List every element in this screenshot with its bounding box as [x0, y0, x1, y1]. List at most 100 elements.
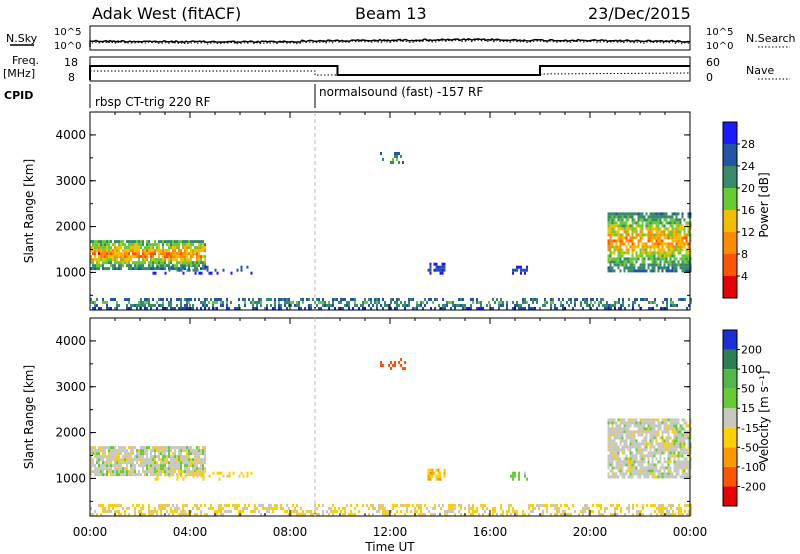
- range-gate-cell: [170, 258, 172, 262]
- range-gate-cell: [669, 251, 672, 255]
- range-gate-cell: [627, 427, 630, 431]
- range-gate-cell: [683, 475, 686, 479]
- range-gate-cell: [188, 243, 190, 247]
- range-gate-cell: [671, 215, 674, 219]
- range-gate-cell: [656, 513, 658, 516]
- range-gate-cell: [476, 301, 478, 304]
- range-gate-cell: [192, 458, 194, 462]
- range-gate-cell: [102, 246, 104, 250]
- range-gate-cell: [144, 258, 146, 262]
- range-gate-cell: [674, 304, 676, 307]
- range-gate-cell: [560, 301, 562, 304]
- range-gate-cell: [152, 449, 154, 453]
- range-gate-cell: [681, 257, 684, 261]
- range-gate-cell: [613, 248, 616, 252]
- range-gate-cell: [100, 458, 102, 462]
- range-gate-cell: [673, 445, 676, 449]
- range-gate-cell: [168, 252, 170, 256]
- range-gate-cell: [380, 361, 382, 364]
- range-gate-cell: [635, 442, 638, 446]
- range-gate-cell: [176, 298, 178, 301]
- range-gate-cell: [653, 233, 656, 237]
- range-gate-cell: [100, 243, 102, 247]
- range-gate-cell: [370, 307, 372, 310]
- range-gate-cell: [330, 304, 332, 307]
- range-gate-cell: [649, 236, 652, 240]
- range-gate-cell: [110, 298, 112, 301]
- range-gate-cell: [164, 458, 166, 462]
- range-gate-cell: [186, 240, 188, 244]
- colorbar-swatch: [723, 330, 737, 350]
- range-gate-cell: [659, 457, 662, 461]
- range-gate-cell: [615, 430, 618, 434]
- range-gate-cell: [114, 264, 116, 268]
- range-gate-cell: [328, 513, 330, 516]
- range-gate-cell: [102, 255, 104, 259]
- range-gate-cell: [160, 267, 162, 271]
- range-gate-cell: [100, 258, 102, 262]
- range-gate-cell: [132, 504, 134, 507]
- range-gate-cell: [673, 230, 676, 234]
- range-gate-cell: [110, 307, 112, 310]
- range-gate-cell: [132, 246, 134, 250]
- range-gate-cell: [673, 427, 676, 431]
- range-gate-cell: [617, 224, 620, 228]
- range-gate-cell: [662, 507, 664, 510]
- range-gate-cell: [188, 471, 191, 475]
- range-gate-cell: [174, 507, 176, 510]
- range-gate-cell: [182, 240, 184, 244]
- range-gate-cell: [204, 258, 206, 262]
- range-gate-cell: [166, 449, 168, 453]
- range-gate-cell: [651, 227, 654, 231]
- range-gate-cell: [158, 246, 160, 250]
- range-gate-cell: [621, 248, 624, 252]
- range-gate-cell: [114, 455, 116, 459]
- range-gate-cell: [124, 258, 126, 262]
- range-gate-cell: [180, 510, 182, 513]
- range-gate-cell: [657, 263, 660, 267]
- range-gate-cell: [657, 475, 660, 479]
- range-gate-cell: [641, 442, 644, 446]
- range-gate-cell: [610, 513, 612, 516]
- range-gate-cell: [170, 246, 172, 250]
- range-gate-cell: [613, 263, 616, 267]
- range-gate-cell: [625, 463, 628, 467]
- range-gate-cell: [126, 452, 128, 456]
- range-gate-cell: [629, 448, 632, 452]
- range-gate-cell: [176, 467, 178, 471]
- range-gate-cell: [687, 221, 690, 225]
- range-gate-cell: [222, 304, 224, 307]
- range-gate-cell: [675, 221, 678, 225]
- range-gate-cell: [364, 301, 366, 304]
- range-gate-cell: [478, 513, 480, 516]
- range-gate-cell: [122, 243, 124, 247]
- range-gate-cell: [160, 510, 162, 513]
- range-gate-cell: [655, 418, 658, 422]
- range-gate-cell: [156, 513, 158, 516]
- range-gate-cell: [596, 298, 598, 301]
- range-gate-cell: [617, 463, 620, 467]
- range-gate-cell: [298, 513, 300, 516]
- range-gate-cell: [616, 504, 618, 507]
- range-gate-cell: [152, 246, 154, 250]
- range-gate-cell: [661, 439, 664, 443]
- xtick-label: 20:00: [573, 525, 608, 539]
- range-gate-cell: [524, 307, 526, 310]
- range-gate-cell: [268, 298, 270, 301]
- range-gate-cell: [623, 266, 626, 270]
- range-gate-cell: [280, 304, 282, 307]
- range-gate-cell: [430, 307, 432, 310]
- range-gate-cell: [500, 298, 502, 301]
- range-gate-cell: [474, 510, 476, 513]
- colorbar-tick-label: -200: [741, 480, 766, 493]
- range-gate-cell: [657, 472, 660, 476]
- range-gate-cell: [683, 436, 686, 440]
- range-gate-cell: [380, 304, 382, 307]
- range-gate-cell: [154, 452, 156, 456]
- range-gate-cell: [635, 430, 638, 434]
- range-gate-cell: [350, 513, 352, 516]
- range-gate-cell: [639, 248, 642, 252]
- range-gate-cell: [394, 301, 396, 304]
- range-gate-cell: [631, 445, 634, 449]
- colorbar-swatch: [723, 122, 737, 144]
